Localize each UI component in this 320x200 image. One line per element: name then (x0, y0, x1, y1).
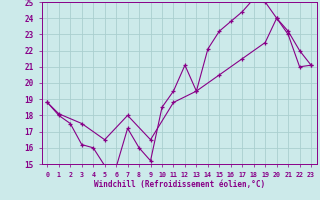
X-axis label: Windchill (Refroidissement éolien,°C): Windchill (Refroidissement éolien,°C) (94, 180, 265, 189)
